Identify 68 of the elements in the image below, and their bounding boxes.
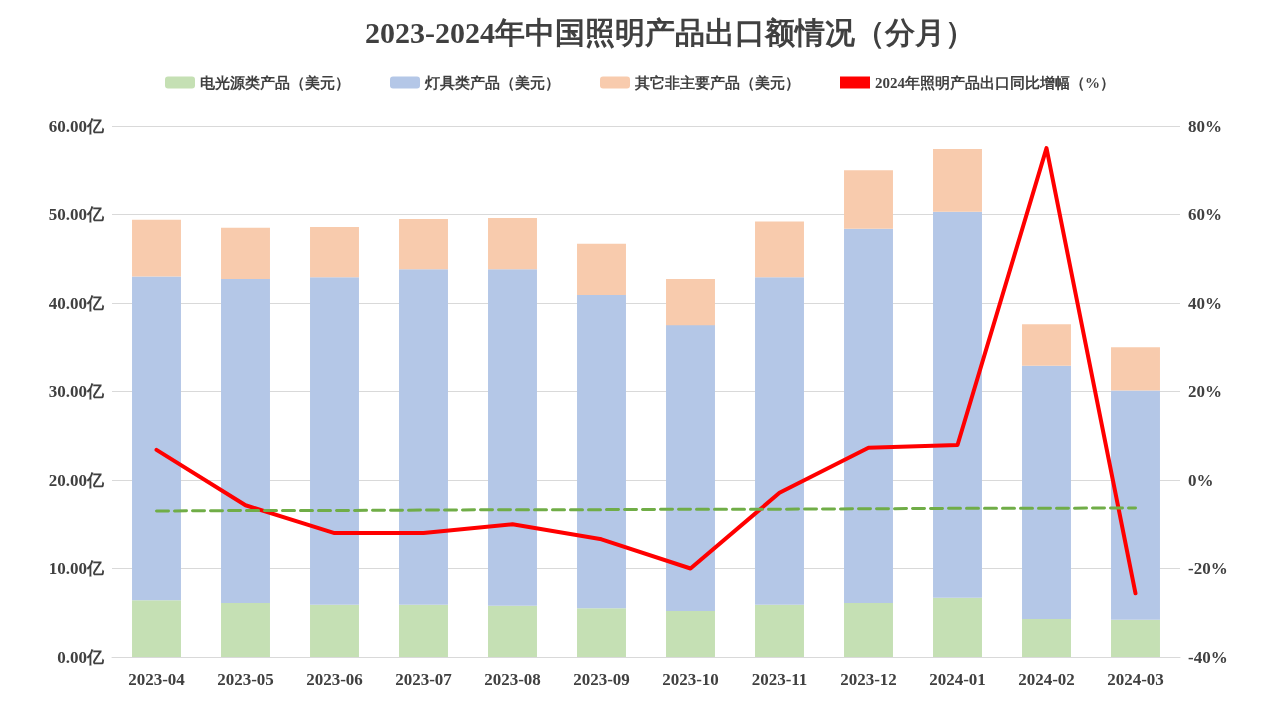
bar: [132, 276, 181, 601]
bar: [755, 221, 804, 278]
bar: [488, 605, 537, 657]
y2-tick-label: 60%: [1188, 205, 1222, 224]
bar: [399, 269, 448, 605]
bar: [844, 603, 893, 657]
legend-label: 2024年照明产品出口同比增幅（%）: [875, 74, 1115, 91]
bar: [755, 277, 804, 605]
y2-tick-label: 80%: [1188, 116, 1222, 136]
bar: [310, 226, 359, 278]
bar: [933, 597, 982, 657]
bar: [577, 243, 626, 296]
y-tick-label: 40.00亿: [48, 293, 105, 313]
bar: [221, 227, 270, 280]
bar: [1022, 365, 1071, 619]
bar: [399, 604, 448, 657]
legend-label: 其它非主要产品（美元）: [634, 73, 800, 91]
x-tick-label: 2023-12: [840, 670, 897, 689]
legend-label: 灯具类产品（美元）: [424, 73, 560, 91]
bar: [310, 277, 359, 605]
x-tick-label: 2023-06: [306, 670, 363, 689]
x-tick-label: 2024-03: [1107, 670, 1164, 689]
y2-tick-label: 0%: [1188, 470, 1214, 490]
x-tick-label: 2023-05: [217, 670, 274, 689]
bar: [132, 219, 181, 277]
x-tick-label: 2024-01: [929, 670, 986, 689]
bar: [844, 228, 893, 604]
bar: [666, 610, 715, 657]
bar: [488, 269, 537, 606]
x-tick-label: 2023-10: [662, 670, 719, 689]
bar: [933, 149, 982, 212]
x-tick-label: 2023-08: [484, 670, 541, 689]
bar: [399, 218, 448, 270]
line-series: [154, 146, 1138, 596]
x-tick-label: 2023-04: [128, 670, 186, 689]
y-tick-label: 30.00亿: [48, 382, 105, 401]
bar: [577, 608, 626, 657]
bar: [221, 603, 270, 657]
bar: [1022, 618, 1071, 657]
legend-label: 电光源类产品（美元）: [200, 73, 350, 91]
y2-tick-label: 20%: [1188, 382, 1222, 401]
bar: [844, 170, 893, 229]
y2-tick-label: 40%: [1188, 293, 1222, 313]
x-tick-label: 2024-02: [1018, 670, 1075, 689]
bar: [666, 279, 715, 326]
x-tick-label: 2023-07: [395, 670, 453, 689]
y-tick-label: 60.00亿: [48, 116, 105, 136]
bar: [221, 279, 270, 604]
bar: [488, 218, 537, 270]
y-tick-label: 50.00亿: [48, 205, 105, 224]
bar: [1022, 324, 1071, 366]
x-tick-label: 2023-09: [573, 670, 630, 689]
bar: [933, 211, 982, 598]
y-tick-label: 10.00亿: [48, 559, 105, 578]
bar: [310, 604, 359, 657]
bar: [577, 295, 626, 609]
y-tick-label: 0.00亿: [57, 647, 105, 667]
x-tick-label: 2023-11: [751, 670, 808, 689]
bar: [666, 325, 715, 611]
bar: [1111, 390, 1160, 620]
bar: [132, 600, 181, 657]
bar: [1111, 619, 1160, 657]
y2-tick-label: -40%: [1188, 647, 1228, 667]
bar: [1111, 347, 1160, 391]
y2-tick-label: -20%: [1188, 559, 1228, 578]
y-tick-label: 20.00亿: [48, 470, 105, 490]
bar: [755, 604, 804, 657]
chart-title: 2023-2024年中国照明产品出口额情况（分月）: [365, 15, 975, 49]
